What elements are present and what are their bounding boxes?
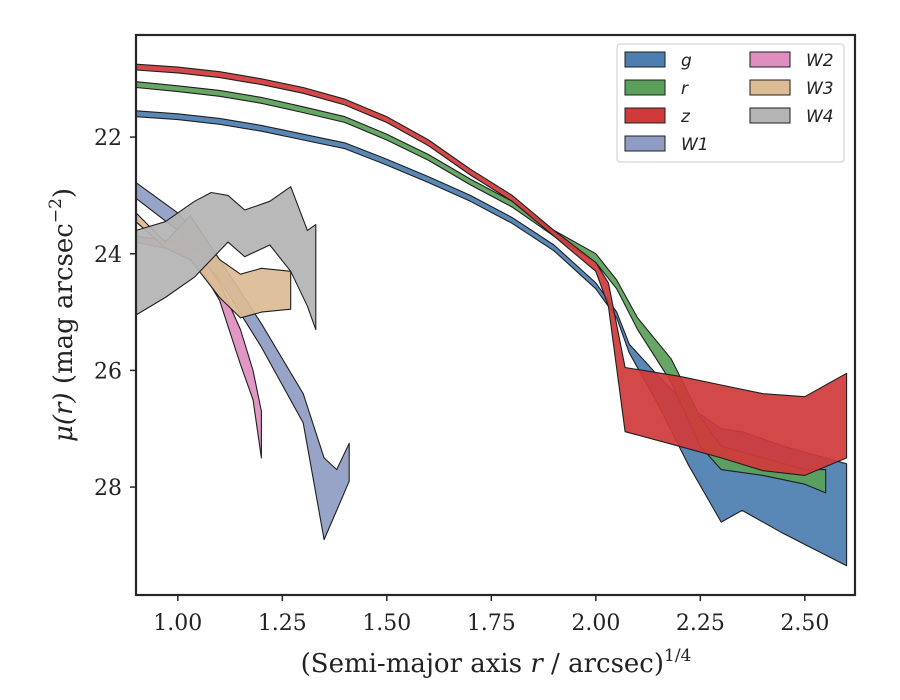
- x-axis-ticks: 1.00 1.25 1.50 1.75 2.00 2.25 2.50: [153, 595, 829, 636]
- x-tick-label: 1.75: [467, 611, 516, 636]
- x-tick-label: 1.25: [258, 611, 307, 636]
- legend-label-w4: W4: [806, 107, 834, 127]
- y-tick-label: 28: [94, 476, 122, 501]
- y-axis-ticks: 22 24 26 28: [94, 126, 136, 501]
- y-tick-label: 22: [94, 126, 122, 151]
- x-axis-title-exp: 1/4: [664, 646, 691, 666]
- legend-swatch-w2: [749, 51, 791, 68]
- x-axis-title-post: / arcsec): [543, 649, 664, 679]
- y-axis-title-mid: (mag arcsec: [49, 223, 79, 392]
- series-band-w4: [136, 186, 317, 331]
- legend-swatch-z: [624, 107, 666, 124]
- legend-label-r: r: [681, 79, 689, 99]
- y-axis-title-var: μ(r): [49, 392, 79, 442]
- y-tick-label: 26: [94, 359, 122, 384]
- legend-label-w2: W2: [806, 51, 834, 71]
- plot-frame: [134, 33, 857, 597]
- x-tick-label: 1.00: [153, 611, 202, 636]
- y-axis-title-exp: −2: [46, 198, 66, 223]
- y-tick-label: 24: [94, 243, 122, 268]
- y-axis-title-end: ): [49, 188, 79, 198]
- legend-label-g: g: [681, 51, 692, 71]
- y-axis-title: μ(r) (mag arcsec−2): [46, 188, 79, 442]
- x-axis-title: (Semi-major axis r / arcsec)1/4: [301, 646, 692, 679]
- x-axis-title-pre: (Semi-major axis: [301, 649, 531, 679]
- series-band-z: [136, 63, 848, 476]
- series-band-g: [136, 110, 848, 567]
- legend: grz W1 W2 W3 W4: [616, 43, 845, 163]
- legend-swatch-w3: [749, 79, 791, 96]
- series-areas: [136, 63, 848, 567]
- x-tick-label: 2.25: [676, 611, 725, 636]
- legend-label-w3: W3: [806, 79, 834, 99]
- x-axis-title-var: r: [530, 649, 544, 679]
- legend-frame: [616, 43, 845, 163]
- legend-swatch-r: [624, 79, 666, 96]
- legend-swatch-g: [624, 51, 666, 68]
- x-tick-label: 2.00: [571, 611, 620, 636]
- x-tick-label: 1.50: [362, 611, 411, 636]
- x-tick-label: 2.50: [780, 611, 829, 636]
- legend-swatch-w4: [749, 107, 791, 124]
- legend-label-w1: W1: [681, 135, 709, 155]
- series-band-r: [136, 81, 827, 494]
- legend-swatch-w1: [624, 135, 666, 152]
- legend-label-z: z: [680, 107, 691, 127]
